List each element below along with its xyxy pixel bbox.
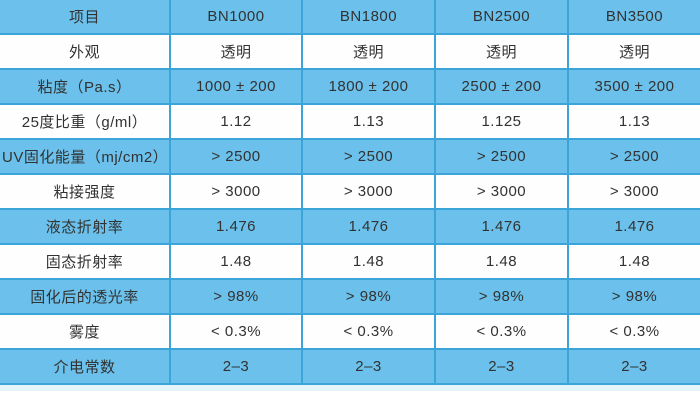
row-label: 粘接强度 bbox=[0, 173, 171, 210]
cell-value: < 0.3% bbox=[301, 313, 436, 350]
row-label: 25度比重（g/ml） bbox=[0, 103, 171, 140]
table-row-solid-refractive-index: 固态折射率 1.48 1.48 1.48 1.48 bbox=[0, 243, 700, 280]
column-header-bn2500: BN2500 bbox=[434, 0, 569, 35]
row-label: 固态折射率 bbox=[0, 243, 171, 280]
row-label: 雾度 bbox=[0, 313, 171, 350]
cell-value: > 3000 bbox=[434, 173, 569, 210]
table-header-row: 项目 BN1000 BN1800 BN2500 BN3500 bbox=[0, 0, 700, 35]
table-row-uv-cure-energy: UV固化能量（mj/cm2） > 2500 > 2500 > 2500 > 25… bbox=[0, 138, 700, 175]
cell-value: 透明 bbox=[567, 33, 700, 70]
cell-value: 1.48 bbox=[434, 243, 569, 280]
cell-value: 2–3 bbox=[434, 348, 569, 384]
cell-value: > 98% bbox=[169, 278, 303, 315]
cell-value: > 2500 bbox=[567, 138, 700, 175]
cell-value: > 3000 bbox=[301, 173, 436, 210]
cell-value: 1.476 bbox=[567, 208, 700, 245]
cell-value: < 0.3% bbox=[567, 313, 700, 350]
cell-value: > 98% bbox=[567, 278, 700, 315]
table-row-specific-gravity: 25度比重（g/ml） 1.12 1.13 1.125 1.13 bbox=[0, 103, 700, 140]
cell-value: 透明 bbox=[434, 33, 569, 70]
cell-value: 1800 ± 200 bbox=[301, 68, 436, 105]
cell-value: 透明 bbox=[169, 33, 303, 70]
cell-value: 1.476 bbox=[434, 208, 569, 245]
row-label: 介电常数 bbox=[0, 348, 171, 384]
cell-value: > 3000 bbox=[169, 173, 303, 210]
table-row-viscosity: 粘度（Pa.s） 1000 ± 200 1800 ± 200 2500 ± 20… bbox=[0, 68, 700, 105]
row-label: 固化后的透光率 bbox=[0, 278, 171, 315]
cell-value: 1.12 bbox=[169, 103, 303, 140]
cell-value: > 98% bbox=[301, 278, 436, 315]
row-label: UV固化能量（mj/cm2） bbox=[0, 138, 171, 175]
cell-value: 1.48 bbox=[169, 243, 303, 280]
cell-value: 1.476 bbox=[169, 208, 303, 245]
table-row-bond-strength: 粘接强度 > 3000 > 3000 > 3000 > 3000 bbox=[0, 173, 700, 210]
spec-table: 项目 BN1000 BN1800 BN2500 BN3500 外观 透明 透明 … bbox=[0, 0, 700, 384]
cell-value: 1000 ± 200 bbox=[169, 68, 303, 105]
row-label: 外观 bbox=[0, 33, 171, 70]
table-row-liquid-refractive-index: 液态折射率 1.476 1.476 1.476 1.476 bbox=[0, 208, 700, 245]
cell-value: < 0.3% bbox=[169, 313, 303, 350]
row-label: 液态折射率 bbox=[0, 208, 171, 245]
cell-value: > 2500 bbox=[301, 138, 436, 175]
cell-value: 2–3 bbox=[567, 348, 700, 384]
cell-value: 3500 ± 200 bbox=[567, 68, 700, 105]
table-row-transmittance: 固化后的透光率 > 98% > 98% > 98% > 98% bbox=[0, 278, 700, 315]
cell-value: 1.125 bbox=[434, 103, 569, 140]
cell-value: 1.13 bbox=[301, 103, 436, 140]
cell-value: 2–3 bbox=[169, 348, 303, 384]
cell-value: 1.48 bbox=[301, 243, 436, 280]
cell-value: 透明 bbox=[301, 33, 436, 70]
cell-value: 2–3 bbox=[301, 348, 436, 384]
cell-value: > 2500 bbox=[434, 138, 569, 175]
bottom-edge-strip bbox=[0, 383, 700, 391]
cell-value: 1.476 bbox=[301, 208, 436, 245]
cell-value: > 2500 bbox=[169, 138, 303, 175]
cell-value: 1.48 bbox=[567, 243, 700, 280]
column-header-bn1800: BN1800 bbox=[301, 0, 436, 35]
table-row-appearance: 外观 透明 透明 透明 透明 bbox=[0, 33, 700, 70]
cell-value: 1.13 bbox=[567, 103, 700, 140]
cell-value: < 0.3% bbox=[434, 313, 569, 350]
row-label: 粘度（Pa.s） bbox=[0, 68, 171, 105]
cell-value: 2500 ± 200 bbox=[434, 68, 569, 105]
cell-value: > 98% bbox=[434, 278, 569, 315]
header-item-label: 项目 bbox=[0, 0, 171, 35]
cell-value: > 3000 bbox=[567, 173, 700, 210]
table-row-haze: 雾度 < 0.3% < 0.3% < 0.3% < 0.3% bbox=[0, 313, 700, 350]
table-row-dielectric-constant: 介电常数 2–3 2–3 2–3 2–3 bbox=[0, 348, 700, 384]
column-header-bn3500: BN3500 bbox=[567, 0, 700, 35]
column-header-bn1000: BN1000 bbox=[169, 0, 303, 35]
